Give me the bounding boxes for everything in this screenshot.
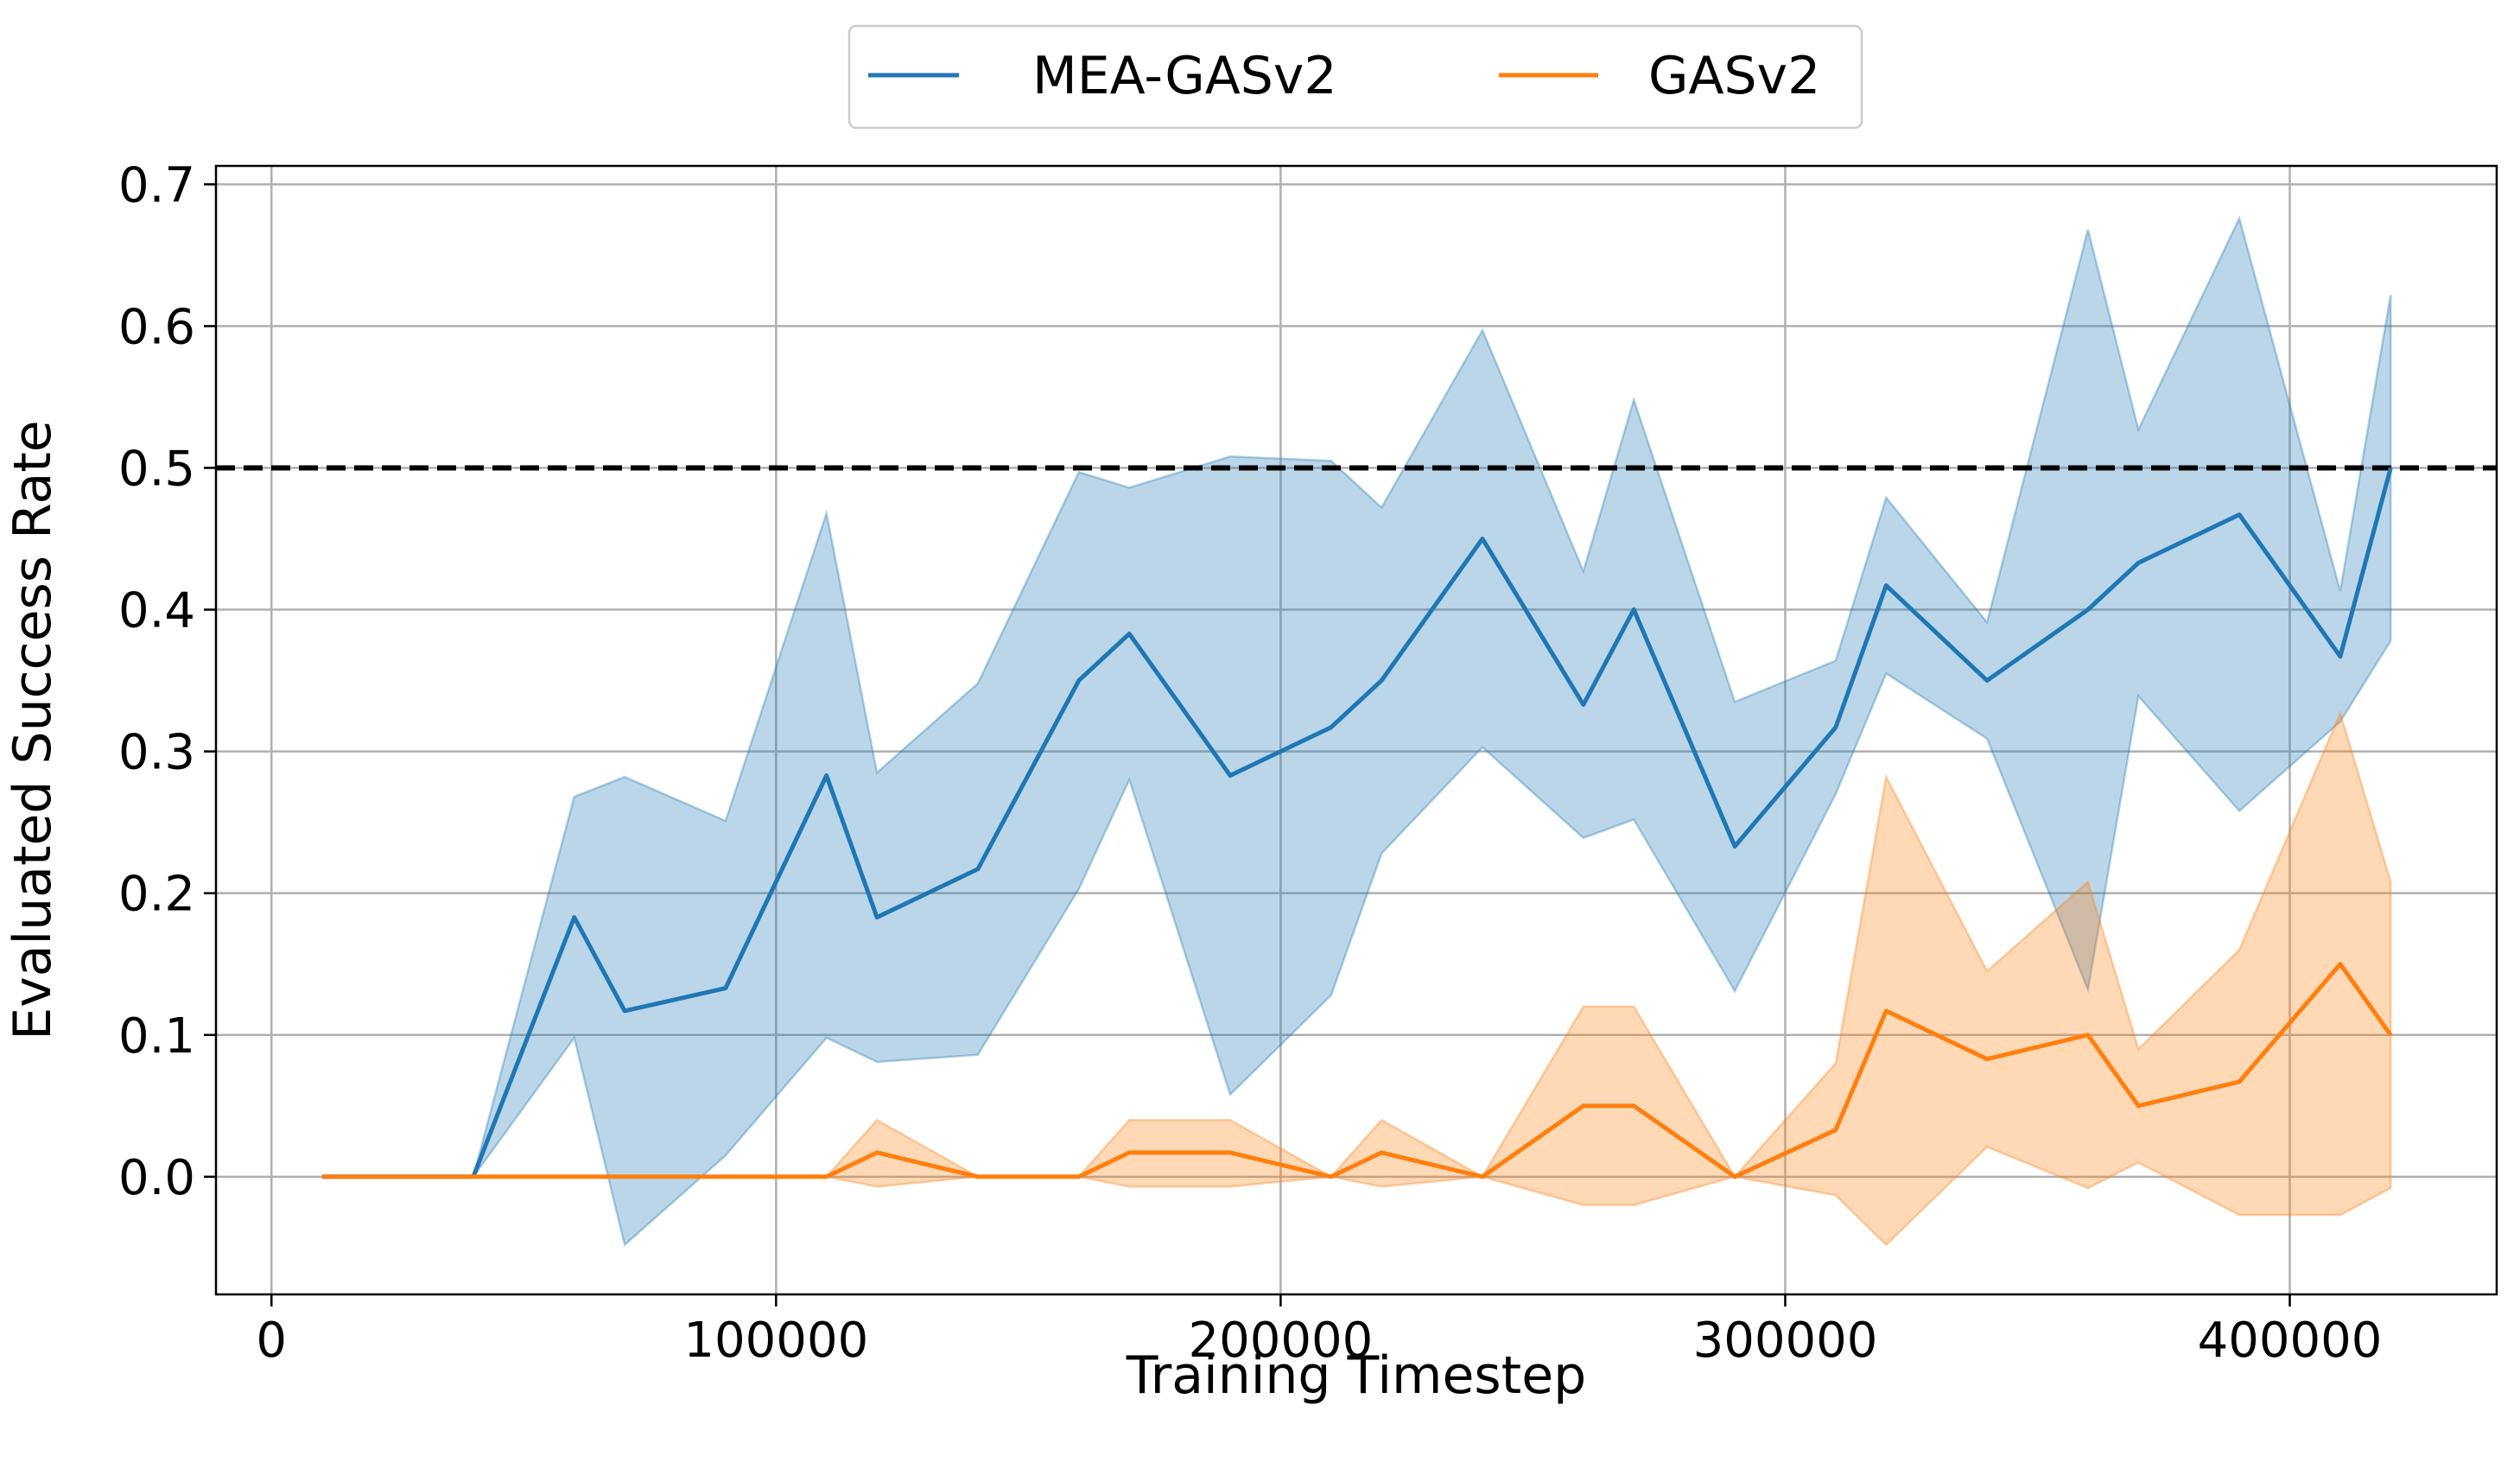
y-axis-title: Evaluated Success Rate xyxy=(3,420,63,1039)
y-tick-label: 0.5 xyxy=(118,441,195,497)
confidence-bands xyxy=(321,215,2392,1247)
y-tick-label: 0.7 xyxy=(118,157,195,213)
legend-label-gasv2: GASv2 xyxy=(1648,46,1820,106)
x-tick-label: 400000 xyxy=(2198,1313,2383,1369)
x-tick-label: 100000 xyxy=(683,1313,868,1369)
y-tick-label: 0.1 xyxy=(118,1008,195,1065)
x-axis-ticks: 0 100000 200000 300000 400000 xyxy=(256,1294,2382,1369)
legend-label-mea-gasv2: MEA-GASv2 xyxy=(1032,46,1337,106)
x-tick-label: 200000 xyxy=(1188,1313,1373,1369)
series-lines xyxy=(321,467,2393,1179)
y-tick-label: 0.0 xyxy=(118,1150,195,1206)
x-axis-title: Training Timestep xyxy=(1126,1345,1586,1406)
x-tick-label: 300000 xyxy=(1693,1313,1878,1369)
legend: MEA-GASv2 GASv2 xyxy=(847,24,1863,130)
y-tick-label: 0.4 xyxy=(118,583,195,639)
y-tick-label: 0.3 xyxy=(118,725,195,781)
x-tick-label: 0 xyxy=(256,1313,287,1369)
legend-box xyxy=(847,24,1863,130)
y-tick-label: 0.2 xyxy=(118,867,195,923)
plot-frame xyxy=(214,164,2498,1296)
y-tick-label: 0.6 xyxy=(118,299,195,355)
y-axis-ticks: 0.0 0.1 0.2 0.3 0.4 0.5 0.6 0.7 xyxy=(118,157,216,1206)
